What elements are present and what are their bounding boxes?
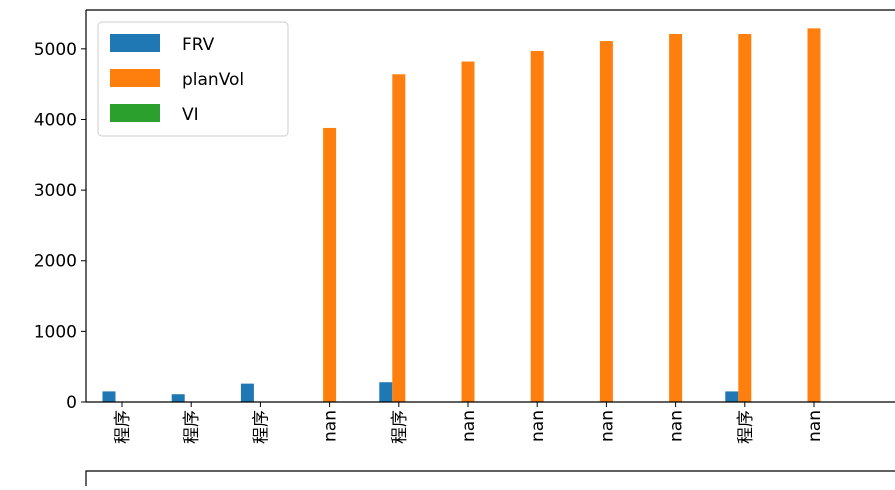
legend-label-frv: FRV (182, 35, 215, 55)
y-tick-label: 5000 (34, 40, 77, 60)
x-tick-label: 程序 (251, 410, 271, 444)
x-tick-label: nan (321, 410, 341, 442)
bar-frv-2 (240, 383, 254, 402)
y-tick-label: 3000 (34, 181, 77, 201)
bar-frv-0 (102, 391, 116, 402)
legend-swatch-vi (110, 104, 160, 122)
y-tick-label: 2000 (34, 252, 77, 272)
x-tick-label: 程序 (390, 410, 410, 444)
bar-planvol-4 (392, 74, 406, 402)
bar-frv-1 (171, 394, 185, 402)
legend-label-planvol: planVol (182, 70, 244, 90)
y-tick-label: 1000 (34, 322, 77, 342)
bar-planvol-8 (669, 34, 683, 402)
bar-planvol-7 (599, 41, 613, 402)
x-tick-label: nan (805, 410, 825, 442)
legend-swatch-frv (110, 34, 160, 52)
x-tick-label: nan (528, 410, 548, 442)
bar-frv-9 (725, 391, 739, 402)
x-tick-label: nan (667, 410, 687, 442)
x-tick-label: nan (597, 410, 617, 442)
bar-planvol-6 (530, 50, 544, 402)
lower-panel-frame (85, 470, 895, 486)
x-tick-label: 程序 (182, 410, 202, 444)
x-tick-label: 程序 (736, 410, 756, 444)
bar-planvol-9 (738, 34, 752, 402)
bar-planvol-3 (323, 127, 337, 402)
legend-swatch-planvol (110, 69, 160, 87)
legend-label-vi: VI (182, 105, 199, 125)
x-tick-label: 程序 (113, 410, 133, 444)
bar-planvol-5 (461, 61, 475, 402)
bar-frv-4 (379, 382, 393, 402)
y-tick-label: 4000 (34, 110, 77, 130)
x-tick-label: nan (459, 410, 479, 442)
bar-planvol-10 (807, 28, 821, 402)
y-tick-label: 0 (66, 393, 77, 413)
